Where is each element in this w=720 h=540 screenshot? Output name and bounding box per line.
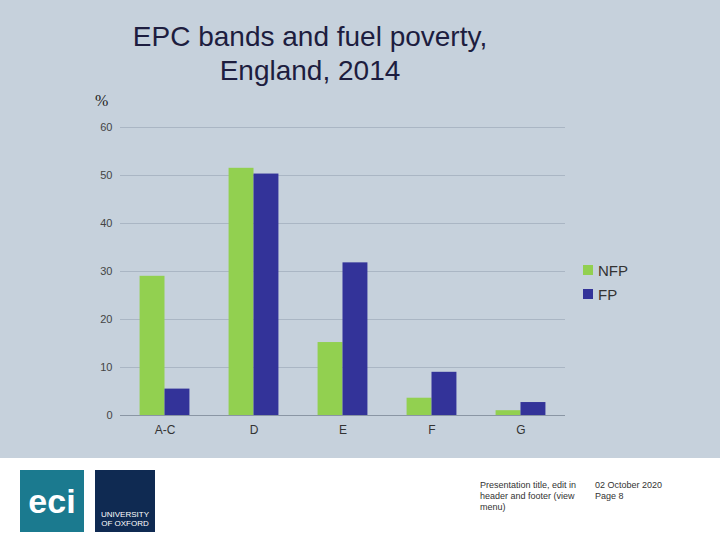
svg-text:G: G — [516, 423, 525, 437]
html-text:FP: FP — [598, 285, 618, 303]
html-text:eci: eci — [28, 481, 76, 520]
svg-text:50: 50 — [100, 169, 112, 181]
svg-text:40: 40 — [100, 217, 112, 229]
html-text:Presentation title, edit in he: Presentation title, edit in header and f… — [480, 480, 577, 512]
svg-text:A-C: A-C — [155, 423, 176, 437]
svg-text:30: 30 — [100, 265, 112, 277]
svg-text:F: F — [428, 423, 435, 437]
html-text:EPC bands and fuel poverty, En: EPC bands and fuel poverty, England, 201… — [132, 21, 488, 86]
svg-text:E: E — [339, 423, 347, 437]
html-text:UNIVERSITY OF OXFORD: UNIVERSITY OF OXFORD — [101, 510, 149, 528]
svg-text:10: 10 — [100, 361, 112, 373]
svg-text:0: 0 — [106, 409, 112, 421]
html-text:02 October 2020: 02 October 2020 — [595, 480, 663, 490]
svg-text:60: 60 — [100, 121, 112, 133]
svg-text:20: 20 — [100, 313, 112, 325]
html-text:Page 8: Page 8 — [595, 491, 624, 501]
svg-text:D: D — [250, 423, 259, 437]
html-text:NFP: NFP — [598, 261, 628, 279]
